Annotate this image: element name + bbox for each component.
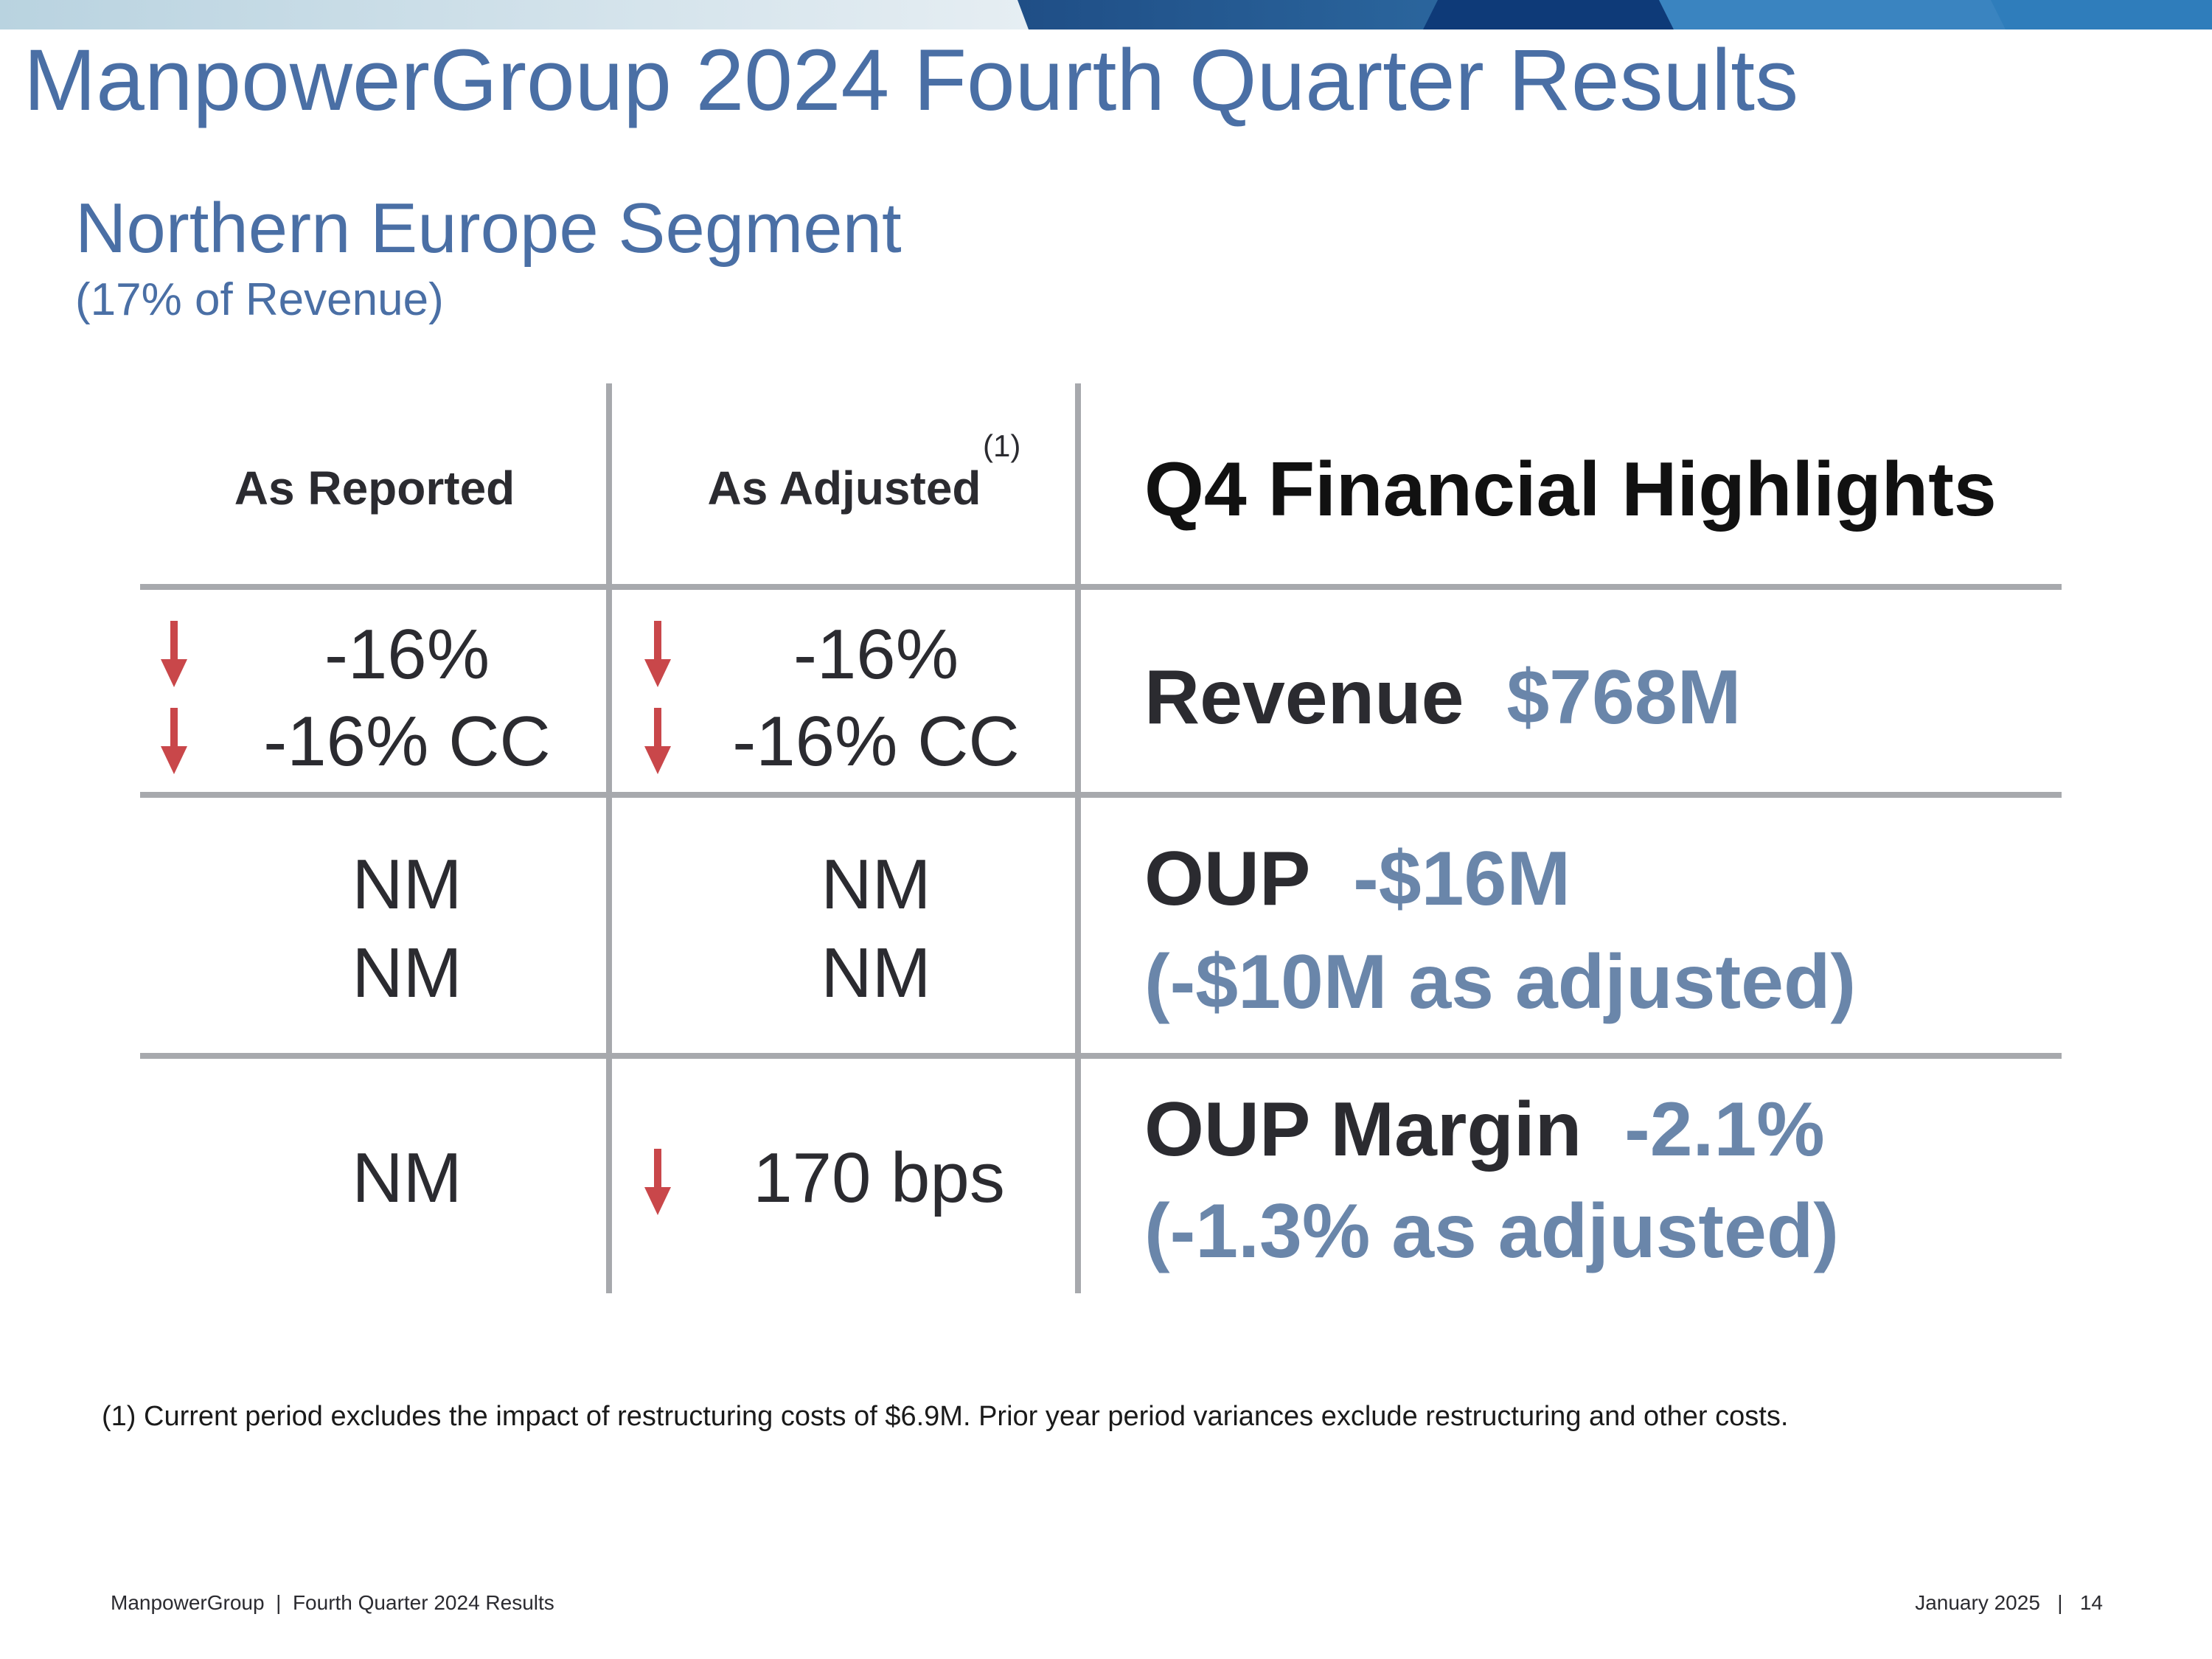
revenue-value: $768M xyxy=(1506,655,1742,740)
footer-right: January 2025 | 14 xyxy=(1915,1591,2103,1614)
column-divider-1 xyxy=(606,383,612,1293)
down-arrow-icon xyxy=(644,708,671,774)
slide-title: ManpowerGroup 2024 Fourth Quarter Result… xyxy=(24,32,1799,129)
oup-margin-adjusted-value: (-1.3% as adjusted) xyxy=(1144,1189,1840,1274)
revenue-reported-cc-change: -16% CC xyxy=(263,702,551,781)
oup-margin-label: OUP Margin xyxy=(1144,1087,1582,1172)
oup-reported-cc-change: NM xyxy=(352,933,462,1012)
oup-reported-change: NM xyxy=(352,845,462,924)
row-divider-3 xyxy=(140,1053,2062,1059)
footer-left: ManpowerGroup | Fourth Quarter 2024 Resu… xyxy=(111,1591,554,1614)
down-arrow-icon xyxy=(644,621,671,687)
column-header-as-adjusted: As Adjusted xyxy=(707,462,981,515)
oup-adjusted-value: (-$10M as adjusted) xyxy=(1144,939,1857,1025)
revenue-reported-change: -16% xyxy=(324,615,490,694)
oup-adjusted-change: NM xyxy=(821,845,931,924)
oup-label: OUP xyxy=(1144,836,1311,922)
down-arrow-icon xyxy=(161,621,187,687)
down-arrow-icon xyxy=(644,1149,671,1215)
highlights-title: Q4 Financial Highlights xyxy=(1144,447,1997,532)
oup-value: -$16M xyxy=(1353,836,1571,922)
footnote-reference: (1) xyxy=(983,428,1021,463)
column-header-as-reported: As Reported xyxy=(234,462,515,515)
oup-margin-value: -2.1% xyxy=(1624,1087,1825,1172)
oup-adjusted-cc-change: NM xyxy=(821,933,931,1012)
segment-title: Northern Europe Segment xyxy=(75,189,902,268)
footnote: (1) Current period excludes the impact o… xyxy=(102,1401,1789,1432)
oup-margin-metric: OUP Margin -2.1% xyxy=(1144,1091,1825,1168)
top-banner xyxy=(0,0,2212,29)
revenue-label: Revenue xyxy=(1144,655,1464,740)
oup-margin-adjusted-change: 170 bps xyxy=(753,1138,1005,1217)
revenue-share-note: (17% of Revenue) xyxy=(75,274,444,325)
column-divider-2 xyxy=(1075,383,1081,1293)
revenue-adjusted-cc-change: -16% CC xyxy=(732,702,1020,781)
revenue-metric: Revenue $768M xyxy=(1144,659,1741,736)
row-divider-1 xyxy=(140,584,2062,590)
oup-margin-reported-change: NM xyxy=(352,1138,462,1217)
oup-metric: OUP -$16M xyxy=(1144,841,1571,917)
row-divider-2 xyxy=(140,792,2062,798)
down-arrow-icon xyxy=(161,708,187,774)
revenue-adjusted-change: -16% xyxy=(793,615,959,694)
